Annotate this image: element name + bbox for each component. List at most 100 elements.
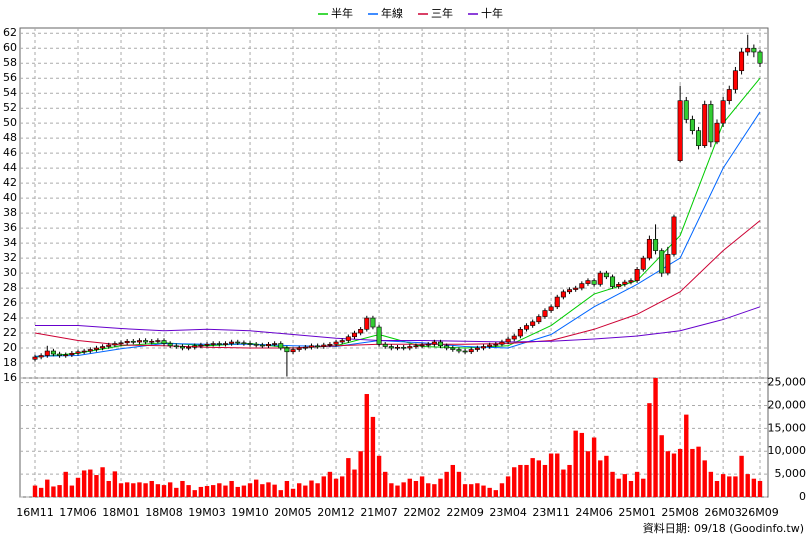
volume-bar <box>395 485 400 497</box>
volume-bar <box>751 478 757 497</box>
y-tick-label: 20 <box>3 341 17 354</box>
candle-body <box>425 343 431 346</box>
candle-body <box>265 343 271 347</box>
candle-body <box>407 346 413 349</box>
volume-bar <box>192 490 197 497</box>
volume-bar <box>383 471 388 497</box>
candle-body <box>69 352 75 356</box>
candle-body <box>63 354 69 357</box>
volume-bar <box>358 451 363 497</box>
ma-line <box>34 220 761 349</box>
volume-bar <box>641 478 646 497</box>
volume-bar <box>94 475 99 497</box>
candle-body <box>401 346 407 349</box>
volume-bar <box>671 453 677 497</box>
y-tick-label: 22 <box>3 326 17 339</box>
candle-body <box>708 104 714 143</box>
candle-body <box>358 328 364 334</box>
y-tick-label: 16 <box>3 371 17 384</box>
ma-line <box>35 306 761 343</box>
volume-bar <box>296 483 302 497</box>
candle-body <box>413 345 419 348</box>
candle-body <box>81 350 87 353</box>
candle-body <box>511 335 517 340</box>
volume-bar <box>223 485 228 497</box>
y-tick-label: 42 <box>3 176 17 189</box>
x-tick-label: 18M01 <box>102 506 140 519</box>
volume-bar <box>389 483 394 497</box>
volume-bar <box>677 448 683 497</box>
candle-body <box>229 341 235 344</box>
volume-bar <box>413 480 419 497</box>
volume-bar <box>272 484 277 497</box>
candle-body <box>646 239 652 259</box>
candle-body <box>333 341 339 345</box>
volume-bar <box>260 484 265 497</box>
candle-body <box>136 340 142 343</box>
volume-bar <box>174 487 179 497</box>
candle-body <box>339 340 345 343</box>
candle-body <box>597 272 603 285</box>
volume-bar <box>100 467 105 497</box>
volume-bar <box>432 484 437 497</box>
y2-tick-label: 20,000 <box>768 398 807 411</box>
candle-body <box>487 344 493 347</box>
volume-bar <box>708 471 714 497</box>
x-tick-label: 25M01 <box>618 506 656 519</box>
volume-bar <box>487 487 492 497</box>
y-tick-label: 46 <box>3 146 17 159</box>
volume-bar <box>622 474 628 497</box>
volume-bar <box>45 479 50 497</box>
volume-bar <box>364 394 369 497</box>
y-tick-label: 18 <box>3 356 17 369</box>
y-tick-label: 24 <box>3 311 17 324</box>
candle-body <box>677 100 683 161</box>
volume-bar <box>530 458 535 497</box>
candle-body <box>124 340 130 344</box>
candle-body <box>106 344 112 347</box>
volume-bar <box>69 485 75 497</box>
candle-body <box>739 51 745 72</box>
volume-bar <box>628 480 634 497</box>
candle-body <box>161 340 167 344</box>
y-tick-label: 44 <box>3 161 17 174</box>
volume-bar <box>204 486 210 497</box>
volume-bar <box>155 484 161 497</box>
volume-bar <box>702 460 707 497</box>
candle-body <box>290 349 296 353</box>
y-tick-label: 60 <box>3 41 17 54</box>
candle-body <box>567 289 573 293</box>
volume-bar <box>137 482 142 497</box>
volume-bar <box>407 478 412 497</box>
volume-bar <box>376 455 382 497</box>
candle-body <box>50 350 56 355</box>
x-tick-label: 20M05 <box>274 506 312 519</box>
candle-body <box>321 344 327 347</box>
candle-body <box>499 341 505 345</box>
y2-tick-label: 15,000 <box>768 421 807 434</box>
volume-bar <box>161 485 167 497</box>
volume-bar <box>634 471 640 497</box>
volume-bar <box>733 476 738 497</box>
candle-body <box>394 346 400 349</box>
volume-bar <box>309 480 314 497</box>
candle-body <box>351 332 357 338</box>
candle-body <box>32 356 38 360</box>
candle-body <box>585 280 591 284</box>
y2-tick-label: 0 <box>799 490 806 503</box>
volume-bar <box>112 471 118 497</box>
volume-bar <box>278 490 283 497</box>
volume-bar <box>63 471 68 497</box>
volume-bar <box>505 476 511 497</box>
volume-bar <box>75 477 81 497</box>
y-tick-label: 50 <box>3 116 17 129</box>
candle-body <box>536 316 542 323</box>
volume-bar <box>720 474 726 497</box>
candle-body <box>603 272 609 278</box>
candle-body <box>272 343 278 345</box>
volume-bar <box>321 476 326 497</box>
volume-bar <box>401 482 406 497</box>
candle-body <box>204 343 210 346</box>
candle-body <box>75 351 81 354</box>
volume-bar <box>419 476 425 497</box>
